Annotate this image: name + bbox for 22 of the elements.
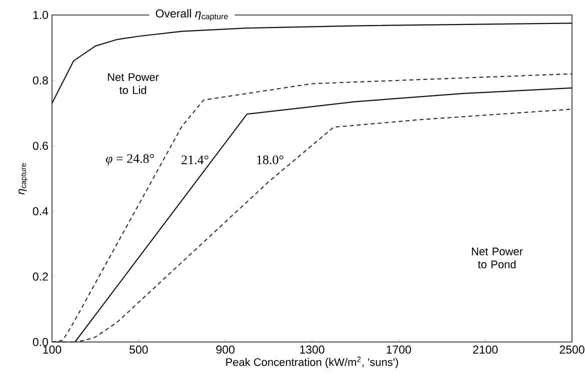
annotation: φ = 24.8° [106,154,154,166]
annotation: Net Power to Pond [472,248,523,268]
annotation: 21.4° [182,155,208,164]
x-tick-label: 2500 [560,346,584,354]
y-tick-label: 1.0 [33,10,48,20]
y-tick-label: 0.4 [32,207,48,216]
x-tick-label: 100 [43,346,62,354]
y-tick-label: 0.6 [32,142,48,150]
y-axis-title: η$_{capture}$ [18,163,28,194]
annotation: Overall η$_{capture}$ [156,9,228,21]
x-tick-label: 900 [216,346,234,354]
annotation: Net Power to Lid [108,73,159,94]
x-axis-title: Peak Concentration (kW/m$^{2}$, 'suns') [226,356,398,368]
annotation: 18.0° [257,155,284,164]
y-tick-label: 0.8 [32,76,48,84]
y-tick-label: 0.0 [32,338,48,346]
y-tick-label: 0.2 [32,272,48,281]
x-tick-label: 2100 [473,346,498,354]
x-tick-label: 500 [130,346,148,354]
x-tick-label: 1300 [300,346,324,354]
x-tick-label: 1700 [386,346,412,354]
line-series [51,22,573,104]
